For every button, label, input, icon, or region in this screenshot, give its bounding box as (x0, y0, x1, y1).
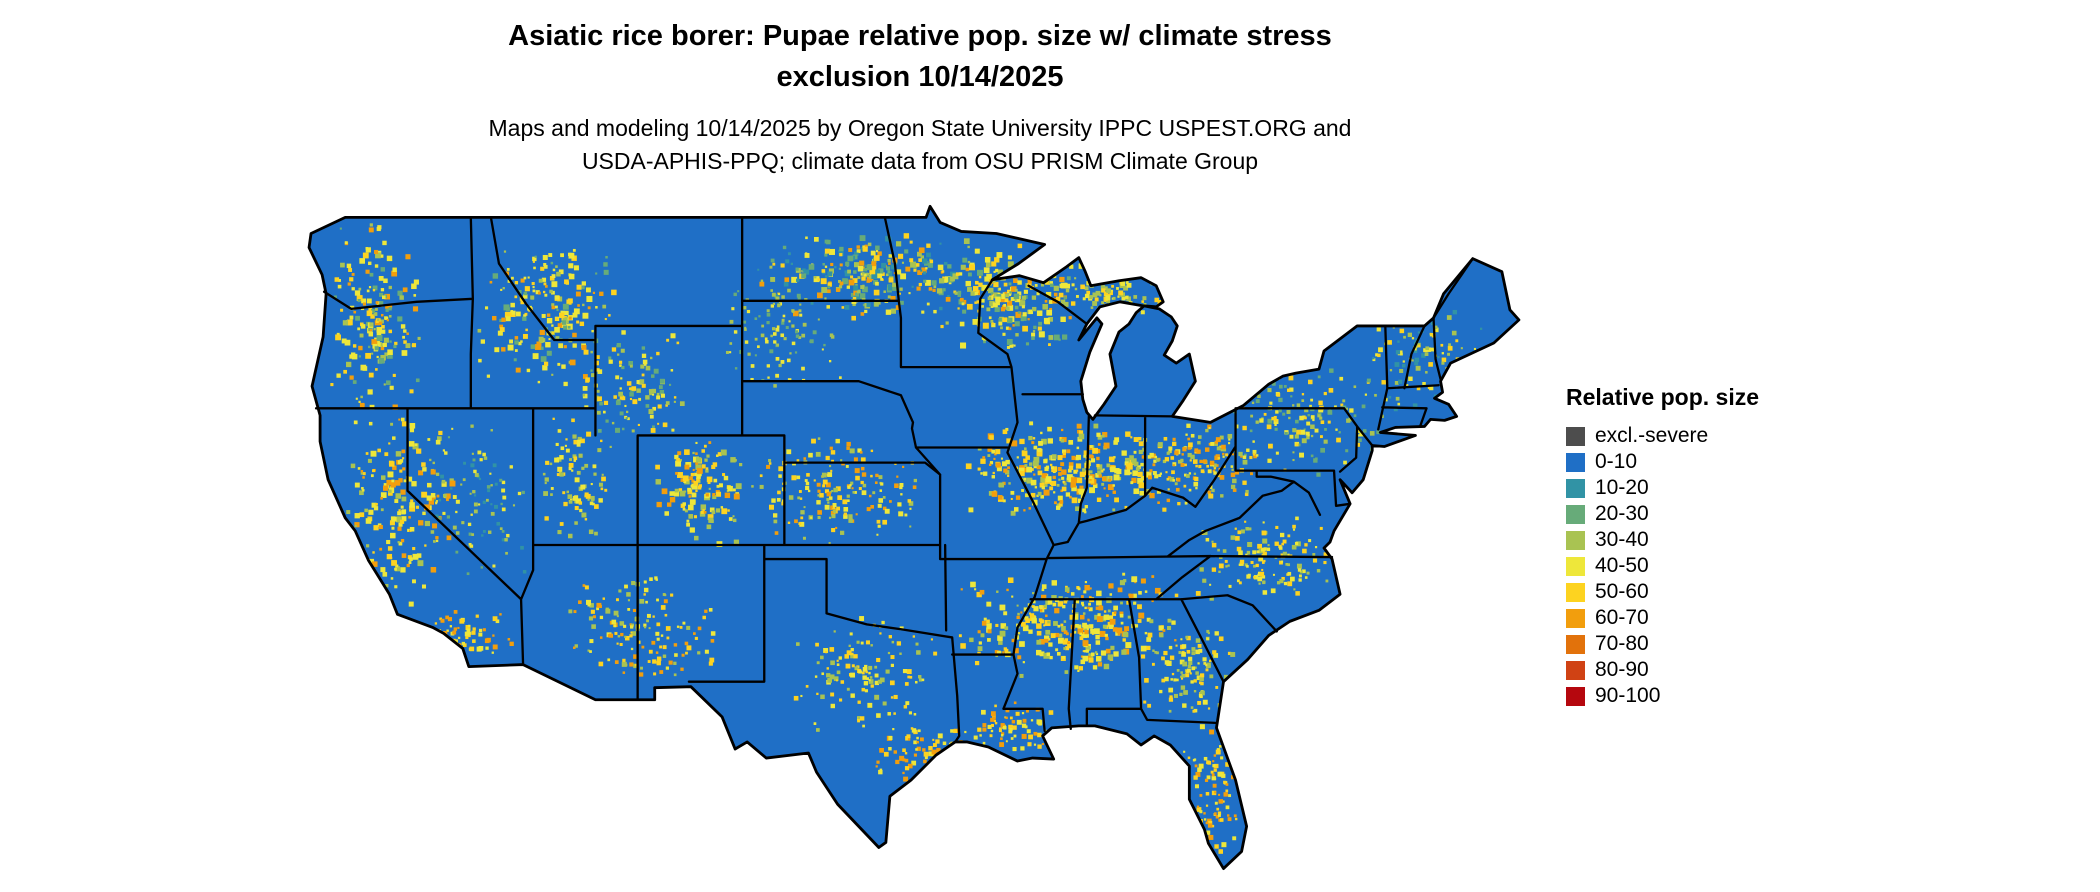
legend-title: Relative pop. size (1566, 384, 1760, 410)
legend-item: 30-40 (1566, 527, 1759, 553)
legend-label: 90-100 (1595, 684, 1661, 707)
legend-item: 10-20 (1566, 475, 1759, 501)
legend-swatch (1566, 556, 1585, 576)
raster-texture (330, 223, 1483, 859)
legend-label: 70-80 (1595, 632, 1649, 655)
page-title-line2: exclusion 10/14/2025 (776, 61, 1064, 93)
legend: Relative pop. size excl.-severe 0-10 10-20… (1566, 384, 1759, 709)
legend-swatch (1566, 452, 1585, 472)
legend-item: 40-50 (1566, 553, 1759, 579)
country-outline (307, 204, 1521, 870)
legend-item: 0-10 (1566, 449, 1759, 475)
legend-swatch (1566, 660, 1585, 680)
legend-label: 20-30 (1595, 502, 1649, 525)
page-title-line1: Asiatic rice borer: Pupae relative pop. … (508, 20, 1332, 52)
legend-swatch (1566, 634, 1585, 654)
legend-swatch (1566, 478, 1585, 498)
land-fill (309, 206, 1519, 869)
legend-swatch (1566, 608, 1585, 628)
page-subtitle-line1: Maps and modeling 10/14/2025 by Oregon S… (488, 115, 1352, 141)
legend-label: 60-70 (1595, 606, 1649, 629)
page-subtitle: Maps and modeling 10/14/2025 by Oregon S… (0, 112, 1840, 178)
legend-label: 80-90 (1595, 658, 1649, 681)
legend-item: 20-30 (1566, 501, 1759, 527)
legend-swatch (1566, 426, 1585, 446)
us-map-svg (307, 204, 1521, 870)
legend-item: 60-70 (1566, 605, 1759, 631)
header: Asiatic rice borer: Pupae relative pop. … (0, 16, 1840, 178)
legend-swatch (1566, 504, 1585, 524)
legend-label: 0-10 (1595, 450, 1638, 473)
legend-item: 90-100 (1566, 683, 1759, 709)
legend-items: excl.-severe 0-10 10-20 20-30 30-40 40-50 50-6… (1566, 423, 1759, 709)
legend-label: 50-60 (1595, 580, 1649, 603)
legend-label: 40-50 (1595, 554, 1649, 577)
legend-swatch (1566, 530, 1585, 550)
us-map (303, 203, 1529, 887)
legend-item: 80-90 (1566, 657, 1759, 683)
legend-label: 10-20 (1595, 476, 1649, 499)
state-borders (314, 216, 1474, 744)
legend-swatch (1566, 686, 1585, 706)
legend-label: 30-40 (1595, 528, 1649, 551)
page-subtitle-line2: USDA-APHIS-PPQ; climate data from OSU PR… (581, 148, 1259, 174)
legend-label: excl.-severe (1595, 424, 1709, 447)
legend-swatch (1566, 582, 1585, 602)
legend-item: 70-80 (1566, 631, 1759, 657)
legend-item: excl.-severe (1566, 423, 1759, 449)
legend-item: 50-60 (1566, 579, 1759, 605)
